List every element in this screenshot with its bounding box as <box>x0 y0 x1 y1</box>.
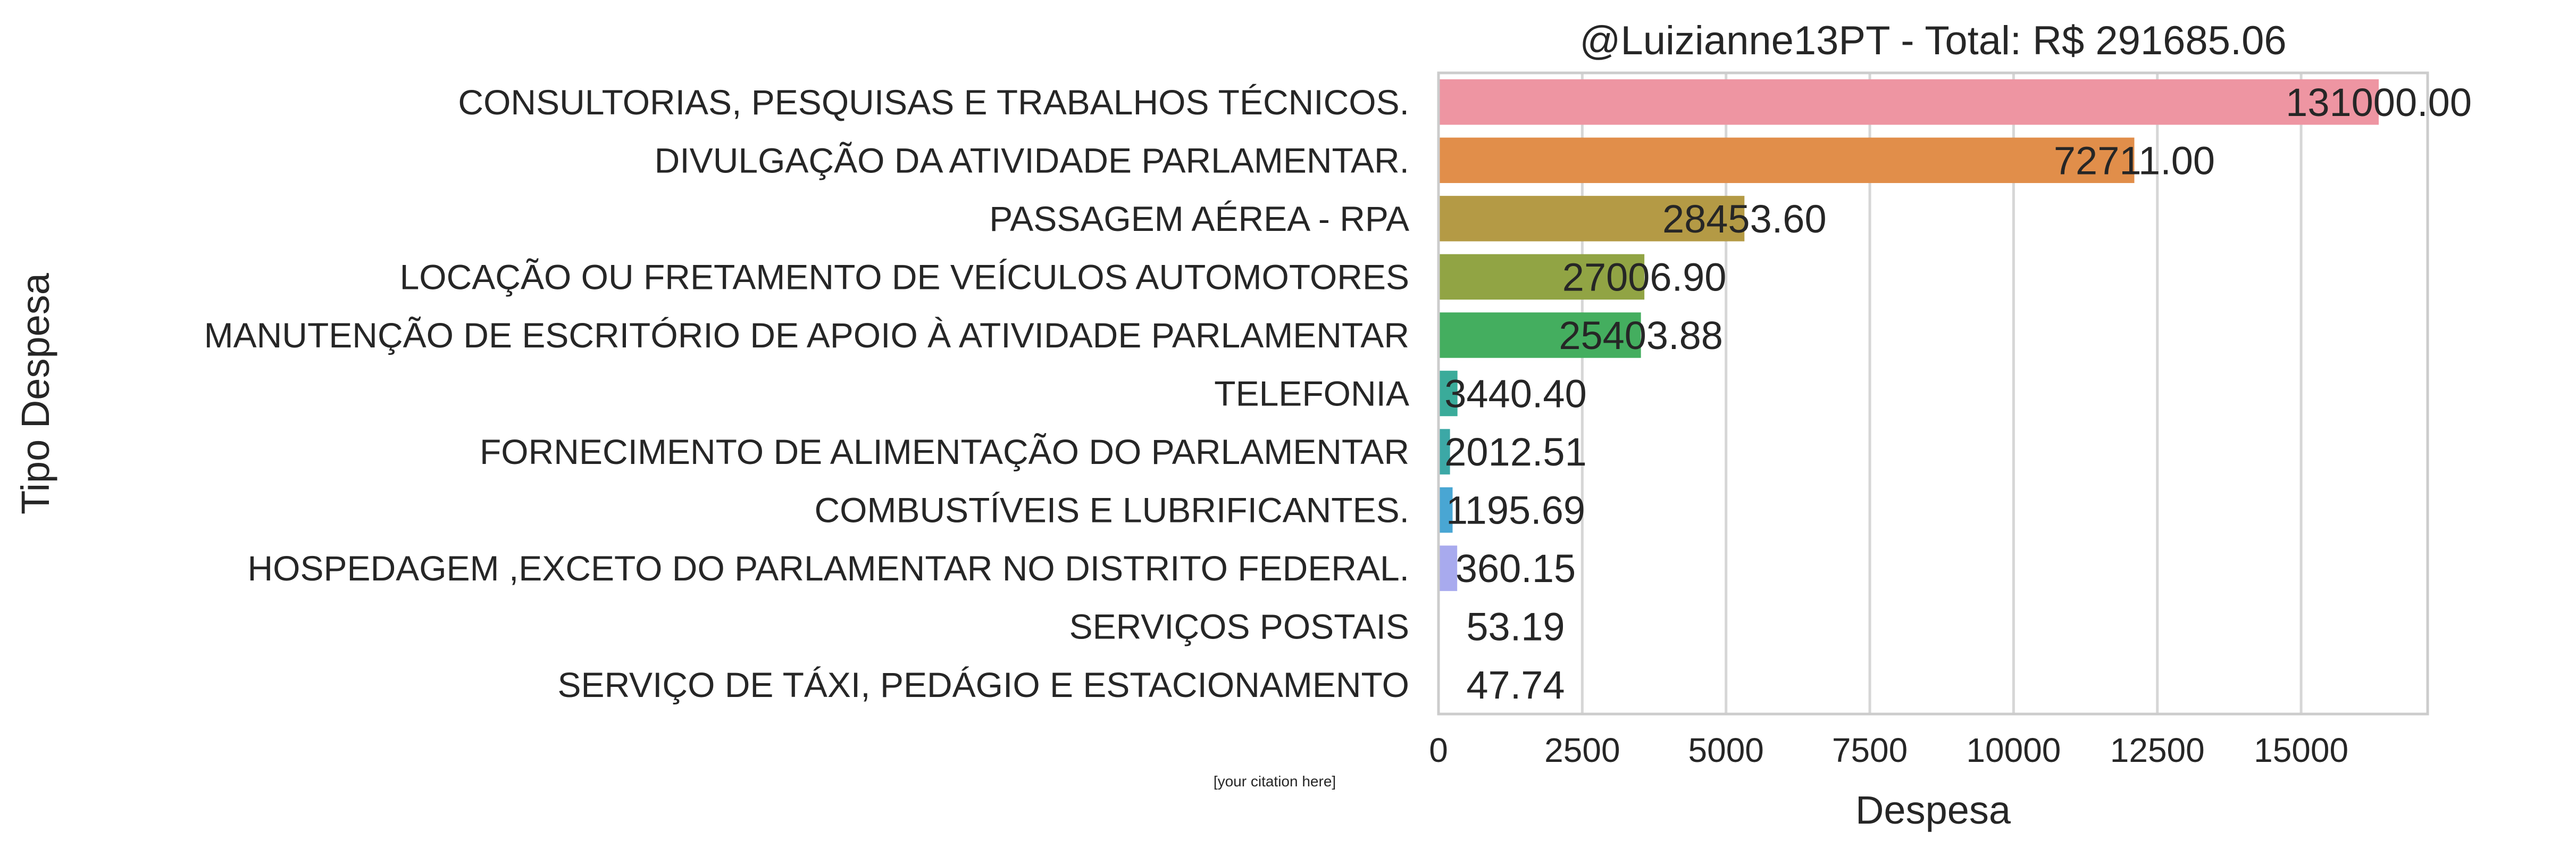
bar <box>1438 312 1641 358</box>
citation-note: [your citation here] <box>1214 773 1336 790</box>
bar <box>1438 370 1458 417</box>
y-axis-label: Tipo Despesa <box>13 272 57 514</box>
x-tick-label: 15000 <box>2254 731 2348 769</box>
chart-title: @Luizianne13PT - Total: R$ 291685.06 <box>1579 18 2286 63</box>
bar <box>1438 429 1450 475</box>
x-tick-label: 12500 <box>2110 731 2205 769</box>
data-label: 131000.00 <box>2286 80 2472 124</box>
category-label: DIVULGAÇÃO DA ATIVIDADE PARLAMENTAR. <box>655 140 1409 180</box>
category-label: PASSAGEM AÉREA - RPA <box>989 199 1409 238</box>
x-tick-label: 2500 <box>1544 731 1620 769</box>
category-label: COMBUSTÍVEIS E LUBRIFICANTES. <box>814 491 1409 530</box>
data-label: 25403.88 <box>1559 313 1723 358</box>
x-tick-labels: 0 2500 5000 7500 10000 12500 15000 <box>1429 731 2348 769</box>
category-labels: CONSULTORIAS, PESQUISAS E TRABALHOS TÉCN… <box>204 82 1409 704</box>
data-label: 1195.69 <box>1446 488 1585 533</box>
category-label: MANUTENÇÃO DE ESCRITÓRIO DE APOIO À ATIV… <box>204 316 1409 355</box>
category-label: SERVIÇOS POSTAIS <box>1069 607 1409 646</box>
x-axis-label: Despesa <box>1855 788 2011 832</box>
x-tick-label: 5000 <box>1688 731 1764 769</box>
bar <box>1438 545 1458 591</box>
category-label: SERVIÇO DE TÁXI, PEDÁGIO E ESTACIONAMENT… <box>558 665 1409 704</box>
category-label: FORNECIMENTO DE ALIMENTAÇÃO DO PARLAMENT… <box>480 432 1409 471</box>
data-label: 27006.90 <box>1562 255 1727 299</box>
bar <box>1438 487 1453 533</box>
data-label: 2012.51 <box>1444 430 1587 474</box>
data-label: 53.19 <box>1466 605 1565 649</box>
x-tick-label: 7500 <box>1832 731 1908 769</box>
x-tick-label: 10000 <box>1966 731 2061 769</box>
bar <box>1438 196 1745 242</box>
data-label: 47.74 <box>1466 663 1565 707</box>
category-label: CONSULTORIAS, PESQUISAS E TRABALHOS TÉCN… <box>458 82 1409 122</box>
data-label: 72711.00 <box>2054 138 2215 182</box>
bar <box>1438 137 2135 184</box>
x-tick-label: 0 <box>1429 731 1448 769</box>
bars <box>1438 79 2379 591</box>
category-label: LOCAÇÃO OU FRETAMENTO DE VEÍCULOS AUTOMO… <box>400 257 1409 296</box>
data-label: 3440.40 <box>1444 372 1587 416</box>
bar <box>1438 79 2379 125</box>
data-label: 360.15 <box>1456 546 1576 591</box>
data-label: 28453.60 <box>1662 197 1827 241</box>
category-label: TELEFONIA <box>1214 374 1409 413</box>
data-labels: 131000.00 72711.00 28453.60 27006.90 25403.8… <box>1444 80 2472 707</box>
bar <box>1438 254 1645 300</box>
plot-frame <box>1437 71 2429 716</box>
category-label: HOSPEDAGEM ,EXCETO DO PARLAMENTAR NO DIS… <box>248 549 1409 588</box>
